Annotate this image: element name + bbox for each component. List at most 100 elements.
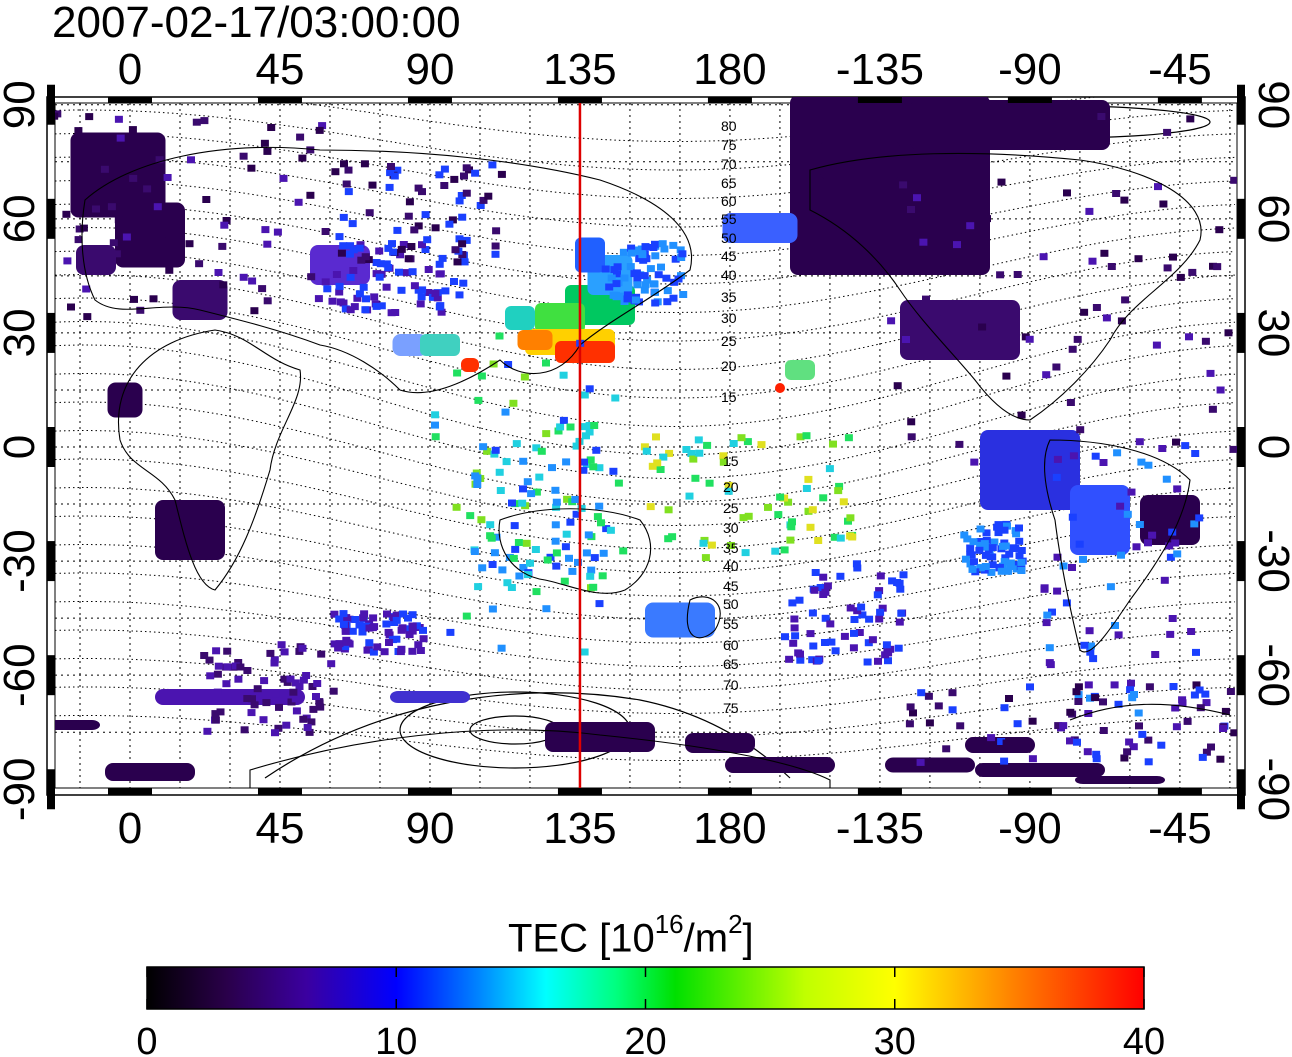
lat-tick-right: 30: [1249, 308, 1292, 357]
lon-tick-bottom: -90: [998, 804, 1062, 853]
lat-tick-right: -90: [1249, 757, 1292, 821]
lon-tick-top: 45: [256, 45, 305, 94]
lon-tick-top: -90: [998, 45, 1062, 94]
lon-tick-bottom: 135: [543, 804, 616, 853]
mlat-label-south: 25: [723, 500, 739, 516]
mlat-label-south: 50: [723, 596, 739, 612]
mlat-label-north: 80: [721, 118, 737, 134]
lat-tick-mark-right: [1237, 84, 1245, 125]
colorbar-tick-label: 30: [874, 1021, 916, 1057]
colorbar-label-main: TEC [10: [508, 916, 655, 961]
lon-tick-mark-top: [1157, 97, 1202, 103]
map-title: 2007-02-17/03:00:00: [52, 0, 461, 47]
lat-tick-right: -30: [1249, 529, 1292, 593]
lon-tick-mark-top: [1007, 97, 1052, 103]
lat-tick-mark-left: [47, 198, 55, 239]
mlat-label-south: 45: [723, 578, 739, 594]
mlat-label-north: 55: [721, 211, 737, 227]
coastlines: [81, 146, 1231, 788]
lat-tick-right: 0: [1249, 435, 1292, 459]
tec-data-layer: [55, 97, 1237, 784]
lon-tick-mark-top: [257, 97, 302, 103]
mlat-label-north: 45: [721, 248, 737, 264]
lon-tick-bottom: 180: [693, 804, 766, 853]
mlat-label-north: 40: [721, 267, 737, 283]
lat-tick-left: 90: [0, 80, 44, 129]
lon-tick-mark-bottom: [1157, 788, 1202, 795]
lat-tick-right: 90: [1249, 80, 1292, 129]
lon-tick-mark-bottom: [257, 788, 302, 795]
lon-tick-top: 90: [405, 45, 454, 94]
lat-tick-mark-left: [47, 312, 55, 353]
lon-tick-mark-bottom: [108, 788, 152, 795]
lon-tick-mark-top: [407, 97, 452, 103]
mlat-label-south: 35: [723, 540, 739, 556]
lat-tick-mark-right: [1237, 655, 1245, 696]
colorbar-label-unit: /m: [683, 916, 729, 961]
mlat-label-north: 60: [721, 193, 737, 209]
mlat-label-south: 40: [723, 558, 739, 574]
colorbar-label-unit-exponent: 2: [728, 909, 743, 939]
colorbar-tick-label: 10: [375, 1021, 417, 1057]
lat-tick-mark-left: [47, 84, 55, 125]
lon-tick-top: 0: [118, 45, 142, 94]
mlat-label-south: 30: [723, 520, 739, 536]
lat-tick-left: 60: [0, 194, 44, 243]
lon-tick-bottom: 90: [405, 804, 454, 853]
lon-tick-bottom: -45: [1148, 804, 1212, 853]
lat-tick-left: 30: [0, 308, 44, 357]
lat-tick-mark-right: [1237, 541, 1245, 582]
lat-tick-left: -60: [0, 643, 44, 707]
lon-tick-mark-top: [557, 97, 602, 103]
mlat-label-north: 75: [721, 137, 737, 153]
lon-tick-bottom: 45: [256, 804, 305, 853]
magnetic-latitude-contours: [55, 97, 1236, 779]
colorbar-tick-label: 40: [1123, 1021, 1165, 1057]
colorbar-label-exponent: 16: [654, 909, 684, 939]
mlat-label-north: 50: [721, 230, 737, 246]
lat-tick-mark-left: [47, 655, 55, 696]
mlat-label-south: 75: [723, 700, 739, 716]
mlat-label-north: 35: [721, 289, 737, 305]
lon-tick-top: 180: [693, 45, 766, 94]
lat-tick-mark-left: [47, 769, 55, 810]
mlat-label-south: 60: [723, 637, 739, 653]
lat-tick-right: -60: [1249, 643, 1292, 707]
colorbar-label-end: ]: [742, 916, 754, 961]
mlat-label-south: 65: [723, 656, 739, 672]
colorbar-tick-label: 20: [624, 1021, 666, 1057]
lat-tick-mark-right: [1237, 198, 1245, 239]
mlat-label-north: 65: [721, 175, 737, 191]
lon-tick-mark-bottom: [1007, 788, 1052, 795]
lon-tick-mark-top: [857, 97, 902, 103]
lat-tick-left: 0: [0, 435, 44, 459]
mlat-label-north: 70: [721, 156, 737, 172]
lon-tick-mark-top: [707, 97, 752, 103]
lon-tick-bottom: 0: [118, 804, 142, 853]
lon-tick-mark-bottom: [857, 788, 902, 795]
lon-tick-bottom: -135: [836, 804, 924, 853]
lat-tick-left: -30: [0, 529, 44, 593]
lon-tick-top: 135: [543, 45, 616, 94]
mlat-label-north: 15: [721, 389, 737, 405]
mlat-label-south: 20: [723, 479, 739, 495]
lon-tick-mark-bottom: [557, 788, 602, 795]
mlat-label-south: 55: [723, 616, 739, 632]
lon-tick-mark-bottom: [707, 788, 752, 795]
colorbar-label: TEC [1016/m2]: [508, 906, 754, 960]
lat-tick-mark-right: [1237, 312, 1245, 353]
lat-tick-left: -90: [0, 757, 44, 821]
axis-tick-labels: 0 45 90 135 180 -135 -90 -45 0 45 90 135 180 -135 -90 -…: [0, 45, 1292, 853]
lon-tick-mark-bottom: [407, 788, 452, 795]
colorbar-ticks: 0 10 20 30 40: [136, 967, 1165, 1057]
lat-tick-right: 60: [1249, 194, 1292, 243]
colorbar-tick-label: 0: [136, 1021, 157, 1057]
lat-tick-mark-left: [47, 427, 55, 467]
mlat-label-south: 15: [723, 453, 739, 469]
lon-tick-top: -135: [836, 45, 924, 94]
mlat-label-north: 30: [721, 310, 737, 326]
lat-tick-mark-right: [1237, 769, 1245, 810]
lon-tick-mark-top: [108, 97, 152, 103]
magnetic-latitude-labels: 80 75 70 65 60 55 50 45 40 35 30 25 20 15 15 20 25 30 35 40…: [721, 118, 739, 716]
